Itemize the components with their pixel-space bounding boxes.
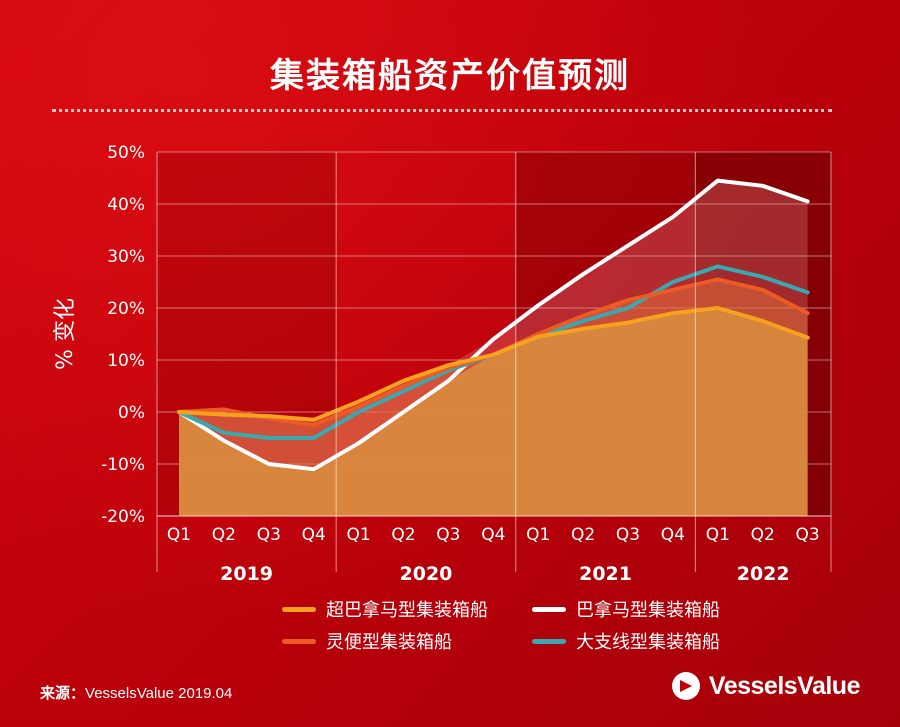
x-tick-label: Q1 xyxy=(346,525,370,545)
legend-label-super-panamax: 超巴拿马型集装箱船 xyxy=(326,600,488,621)
chart-title: 集装箱船资产价值预测 xyxy=(270,56,630,96)
title-divider xyxy=(52,109,832,112)
y-tick-label: -10% xyxy=(101,455,145,475)
x-tick-label: Q1 xyxy=(167,525,191,545)
vesselsvalue-logo-icon xyxy=(671,672,700,700)
x-tick-label: Q2 xyxy=(212,525,236,545)
brand-name: VesselsValue xyxy=(708,671,861,700)
x-tick-label: Q4 xyxy=(481,525,505,545)
y-tick-label: 50% xyxy=(107,143,145,163)
legend-label-feeder: 大支线型集装箱船 xyxy=(576,632,720,653)
legend-label-handy: 灵便型集装箱船 xyxy=(326,632,452,653)
source-note: 来源：VesselsValue 2019.04 xyxy=(40,682,232,703)
legend-swatch-feeder xyxy=(532,638,566,644)
legend-swatch-super-panamax xyxy=(282,606,316,612)
y-axis-label: % 变化 xyxy=(53,298,78,370)
y-tick-label: 30% xyxy=(107,247,145,267)
x-tick-label: Q1 xyxy=(526,525,550,545)
legend-item-super-panamax: 超巴拿马型集装箱船 xyxy=(282,596,488,622)
x-tick-label: Q4 xyxy=(302,525,326,545)
legend-label-panamax: 巴拿马型集装箱船 xyxy=(576,600,720,621)
brand-logo: VesselsValue xyxy=(671,668,861,704)
legend-item-feeder: 大支线型集装箱船 xyxy=(532,628,720,654)
year-label: 2020 xyxy=(400,563,453,585)
legend: 超巴拿马型集装箱船 巴拿马型集装箱船 灵便型集装箱船 大支线型集装箱船 xyxy=(0,596,900,656)
y-tick-label: 10% xyxy=(107,351,145,371)
year-label: 2022 xyxy=(737,563,790,585)
legend-swatch-handy xyxy=(282,638,316,644)
x-tick-label: Q3 xyxy=(795,525,819,545)
chart-svg: 50% 40% 30% 20% 10% 0% -10% -20% % 变化 Q1 Q2 Q3 Q4 Q1 Q… xyxy=(53,143,832,585)
x-tick-label: Q4 xyxy=(661,525,685,545)
legend-swatch-panamax xyxy=(532,606,566,612)
x-tick-label: Q3 xyxy=(436,525,460,545)
y-tick-label: 20% xyxy=(107,299,145,319)
source-text: VesselsValue 2019.04 xyxy=(85,685,233,702)
y-tick-label: 40% xyxy=(107,195,145,215)
x-tick-label: Q2 xyxy=(391,525,415,545)
x-tick-label: Q3 xyxy=(616,525,640,545)
x-tick-label: Q3 xyxy=(257,525,281,545)
x-tick-label: Q1 xyxy=(706,525,730,545)
x-tick-label: Q2 xyxy=(571,525,595,545)
x-tick-label: Q2 xyxy=(751,525,775,545)
y-tick-label: -20% xyxy=(101,507,145,527)
source-label: 来源： xyxy=(40,685,86,702)
year-label: 2021 xyxy=(579,563,632,585)
legend-item-handy: 灵便型集装箱船 xyxy=(282,628,452,654)
legend-item-panamax: 巴拿马型集装箱船 xyxy=(532,596,720,622)
year-label: 2019 xyxy=(220,563,273,585)
y-tick-label: 0% xyxy=(118,403,145,423)
